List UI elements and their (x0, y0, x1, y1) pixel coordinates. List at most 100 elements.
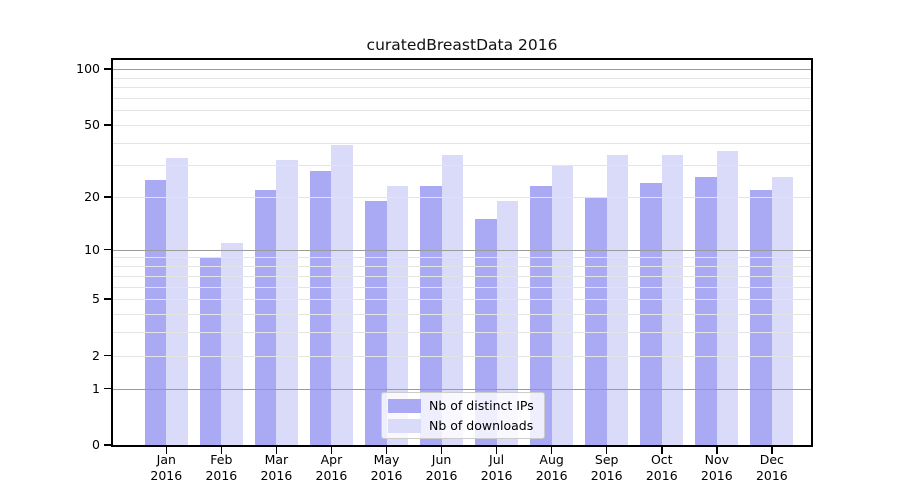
y-tick-5 (104, 298, 111, 300)
gridline-minor-90 (113, 77, 811, 79)
y-tick-label-5: 5 (92, 291, 100, 307)
gridline-major-100 (113, 69, 811, 71)
x-label-month: Oct (650, 452, 673, 467)
bar-downloads-jul (496, 201, 519, 445)
x-tick-oct (661, 447, 663, 454)
bar-ips-apr (309, 170, 332, 445)
chart-title: curatedBreastData 2016 (366, 36, 558, 54)
x-label-month: Jun (431, 452, 452, 467)
gridline-minor-7 (113, 275, 811, 277)
x-tick-label-oct: Oct 2016 (634, 452, 690, 483)
y-tick-label-0: 0 (92, 437, 100, 452)
bar-downloads-jun (441, 155, 464, 445)
bar-downloads-apr (331, 144, 353, 445)
y-tick-label-1: 1 (92, 380, 100, 396)
x-label-year: 2016 (370, 467, 403, 483)
y-tick-50 (104, 124, 111, 126)
gridline-minor-30 (113, 165, 811, 167)
bar-downloads-may (386, 186, 408, 445)
bar-ips-mar (254, 189, 277, 445)
bar-ips-feb (199, 257, 222, 445)
gridline-major-10 (113, 249, 811, 251)
y-tick-label-10: 10 (84, 241, 100, 257)
bar-ips-may (365, 201, 387, 445)
x-tick-label-feb: Feb 2016 (193, 452, 249, 483)
bar-downloads-dec (771, 176, 794, 445)
gridline-minor-4 (113, 313, 811, 315)
bar-downloads-oct (661, 155, 684, 445)
gridline-minor-40 (113, 142, 811, 144)
gridline-minor-20 (113, 197, 811, 199)
x-tick-label-nov: Nov 2016 (689, 452, 745, 483)
y-tick-label-2: 2 (92, 347, 100, 363)
x-tick-label-jan: Jan 2016 (138, 452, 194, 483)
x-label-year: 2016 (645, 467, 678, 483)
x-label-month: May (373, 452, 400, 467)
x-label-year: 2016 (425, 467, 458, 483)
x-label-year: 2016 (150, 467, 183, 483)
x-tick-jan (165, 447, 168, 454)
x-tick-label-jun: Jun 2016 (414, 452, 470, 483)
x-label-month: Feb (210, 452, 233, 467)
x-label-year: 2016 (480, 467, 513, 483)
legend-label-ips: Nb of distinct IPs (429, 398, 534, 413)
legend-item-distinct-ips: Nb of distinct IPs (388, 398, 534, 413)
x-tick-jun (440, 447, 443, 454)
x-label-month: Dec (759, 452, 784, 467)
y-tick-label-20: 20 (84, 189, 100, 205)
bar-downloads-nov (716, 150, 739, 445)
x-label-year: 2016 (535, 467, 568, 483)
gridline-minor-5 (113, 299, 811, 301)
x-label-year: 2016 (700, 467, 733, 483)
bar-ips-aug (530, 186, 552, 445)
x-tick-label-aug: Aug 2016 (524, 452, 580, 483)
gridline-minor-6 (113, 286, 811, 288)
y-tick-label-100: 100 (76, 61, 100, 77)
x-tick-sep (605, 447, 608, 454)
x-tick-nov (716, 447, 718, 454)
x-tick-label-sep: Sep 2016 (579, 452, 635, 483)
y-tick-0 (104, 444, 111, 446)
x-tick-label-apr: Apr 2016 (303, 452, 359, 483)
x-tick-label-jul: Jul 2016 (469, 452, 525, 483)
bar-downloads-feb (221, 242, 243, 445)
y-tick-20 (104, 196, 111, 198)
x-tick-dec (771, 447, 773, 454)
x-tick-feb (220, 447, 223, 454)
x-label-year: 2016 (260, 467, 293, 483)
x-tick-apr (330, 447, 333, 454)
plot-area: Nb of distinct IPs Nb of downloads (111, 58, 813, 447)
gridline-minor-9 (113, 257, 811, 259)
gridline-minor-60 (113, 110, 811, 112)
x-label-year: 2016 (590, 467, 623, 483)
bar-ips-jan (144, 179, 167, 445)
bar-downloads-aug (551, 165, 574, 445)
bar-ips-sep (585, 197, 607, 445)
legend: Nb of distinct IPs Nb of downloads (381, 392, 545, 439)
legend-label-downloads: Nb of downloads (429, 418, 534, 433)
bar-ips-nov (695, 176, 717, 445)
x-label-month: Nov (704, 452, 729, 467)
gridline-minor-80 (113, 87, 811, 89)
x-tick-aug (550, 447, 553, 454)
gridline-minor-2 (113, 355, 811, 357)
x-label-year: 2016 (205, 467, 238, 483)
gridline-minor-70 (113, 97, 811, 99)
x-label-month: Jan (156, 452, 176, 467)
x-label-year: 2016 (315, 467, 348, 483)
bar-downloads-sep (606, 155, 629, 445)
x-label-year: 2016 (755, 467, 788, 483)
x-tick-label-dec: Dec 2016 (744, 452, 800, 483)
bar-downloads-mar (276, 160, 298, 445)
x-tick-label-mar: Mar 2016 (248, 452, 304, 483)
x-label-month: Mar (264, 452, 289, 467)
x-label-month: Jul (489, 452, 505, 467)
x-tick-jul (495, 447, 498, 454)
x-tick-may (385, 447, 388, 454)
y-tick-2 (104, 354, 111, 357)
y-tick-1 (104, 387, 111, 390)
legend-item-downloads: Nb of downloads (388, 418, 534, 433)
bar-ips-dec (750, 189, 772, 445)
gridline-minor-3 (113, 332, 811, 334)
